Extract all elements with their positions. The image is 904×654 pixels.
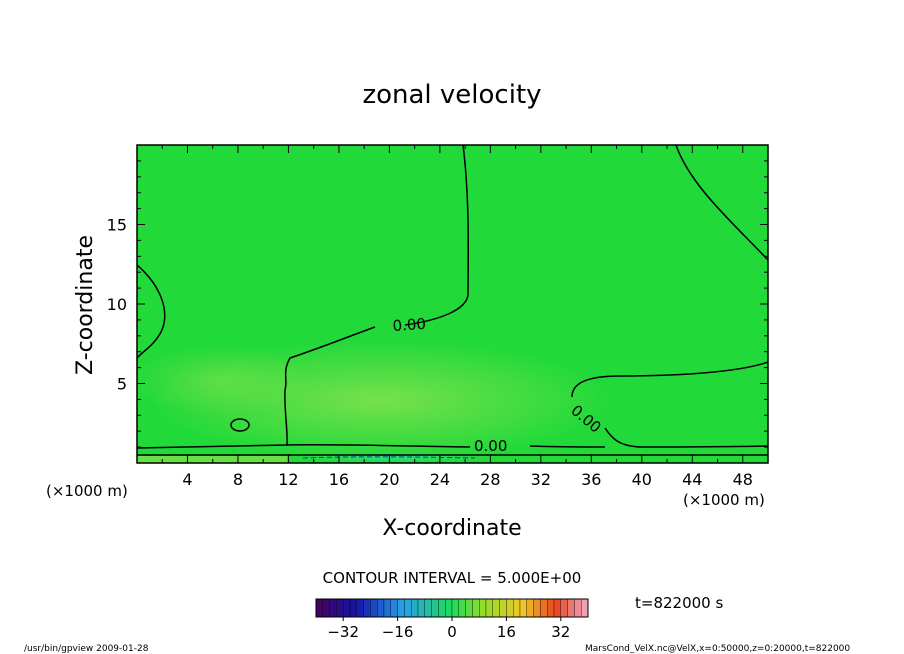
contour-line (604, 427, 768, 448)
x-unit-right: (×1000 m) (683, 491, 765, 509)
colorbar-cell (417, 598, 425, 618)
colorbar-cell (343, 598, 351, 618)
colorbar-cell (349, 598, 357, 618)
colorbar-cell (499, 598, 507, 618)
time-label: t=822000 s (635, 594, 723, 612)
colorbar-cell (370, 598, 378, 618)
colorbar-cell (411, 598, 419, 618)
colorbar-cell (465, 598, 473, 618)
contour-line (404, 145, 470, 326)
contour-line (137, 264, 166, 359)
contour-line (286, 443, 471, 448)
x-tick-label: 8 (233, 470, 243, 489)
colorbar-cell (336, 598, 344, 618)
colorbar-cell (547, 598, 555, 618)
colorbar-cell (329, 598, 337, 618)
y-tick-label: 5 (117, 375, 127, 394)
negative-anomaly (300, 452, 490, 463)
x-axis-label: X-coordinate (382, 516, 521, 541)
colorbar-tick-label: 16 (497, 623, 516, 641)
colorbar-cell (574, 598, 582, 618)
colorbar-cell (553, 598, 561, 618)
y-tick-label: 15 (107, 216, 127, 235)
x-tick-label: 32 (531, 470, 551, 489)
x-tick-label: 16 (329, 470, 349, 489)
footer-right: MarsCond_VelX.nc@VelX,x=0:50000,z=0:2000… (585, 644, 850, 654)
x-tick-label: 48 (733, 470, 753, 489)
colorbar-cell (451, 598, 459, 618)
colorbar-tick-label: 32 (551, 623, 570, 641)
colorbar-tick-label: −16 (382, 623, 414, 641)
contour-line (675, 145, 768, 261)
colorbar-cell (513, 598, 521, 618)
colorbar-cell (363, 598, 371, 618)
chart-title: zonal velocity (362, 80, 541, 110)
x-tick-label: 12 (278, 470, 298, 489)
colorbar-cell (540, 598, 548, 618)
colorbar-cell (533, 598, 541, 618)
y-axis-label: Z-coordinate (73, 235, 98, 375)
contour-line (571, 361, 768, 398)
positive-anomaly-left (137, 345, 310, 415)
colorbar-cell (438, 598, 446, 618)
contour-interval: CONTOUR INTERVAL = 5.000E+00 (323, 569, 582, 587)
y-axis-ticks: 5 10 15 (107, 160, 768, 448)
colorbar-cell (560, 598, 568, 618)
contour-line (137, 326, 376, 449)
colorbar-cell (567, 598, 575, 618)
colorbar-cell (377, 598, 385, 618)
colorbar-cell (390, 598, 398, 618)
colorbar-cell (397, 598, 405, 618)
contour-lines (137, 145, 768, 459)
colorbar-cell (526, 598, 534, 618)
colorbar-cell (445, 598, 453, 618)
colorbar-cell (383, 598, 391, 618)
colorbar-cell (404, 598, 412, 618)
x-tick-label: 24 (430, 470, 450, 489)
y-tick-label: 10 (107, 295, 127, 314)
plot-area: 0.00 0.00 0.00 (137, 145, 768, 463)
colorbar-ticks: −32 −16 0 16 32 (327, 617, 570, 641)
x-axis-ticks: 4 8 12 16 20 24 28 32 36 40 44 48 (161, 145, 753, 489)
surface-warm-band (137, 456, 287, 463)
x-tick-label: 44 (682, 470, 702, 489)
x-tick-label: 40 (632, 470, 652, 489)
colorbar-tick-label: −32 (327, 623, 359, 641)
colorbar-cell (506, 598, 514, 618)
colorbar-cell (519, 598, 527, 618)
colorbar-cell (315, 598, 323, 618)
colorbar-cell (479, 598, 487, 618)
colorbar-cell (492, 598, 500, 618)
colorbar-tick-label: 0 (447, 623, 457, 641)
colorbar-cell (356, 598, 364, 618)
colorbar-cell (322, 598, 330, 618)
footer-left: /usr/bin/gpview 2009-01-28 (24, 644, 149, 654)
colorbar-cell (431, 598, 439, 618)
x-unit-left: (×1000 m) (46, 482, 128, 500)
x-tick-label: 4 (182, 470, 192, 489)
x-tick-label: 28 (480, 470, 500, 489)
colorbar-cell (485, 598, 493, 618)
contour-label: 0.00 (474, 437, 507, 455)
contour-loop (230, 418, 250, 432)
colorbar-cell (581, 598, 589, 618)
contour-line (529, 445, 606, 448)
colorbar-cell (472, 598, 480, 618)
colorbar-cell (424, 598, 432, 618)
x-tick-label: 36 (581, 470, 601, 489)
colorbar-cell (458, 598, 466, 618)
colorbar (315, 598, 589, 618)
contour-label: 0.00 (392, 315, 427, 335)
contour-line (302, 456, 476, 459)
x-tick-label: 20 (379, 470, 399, 489)
